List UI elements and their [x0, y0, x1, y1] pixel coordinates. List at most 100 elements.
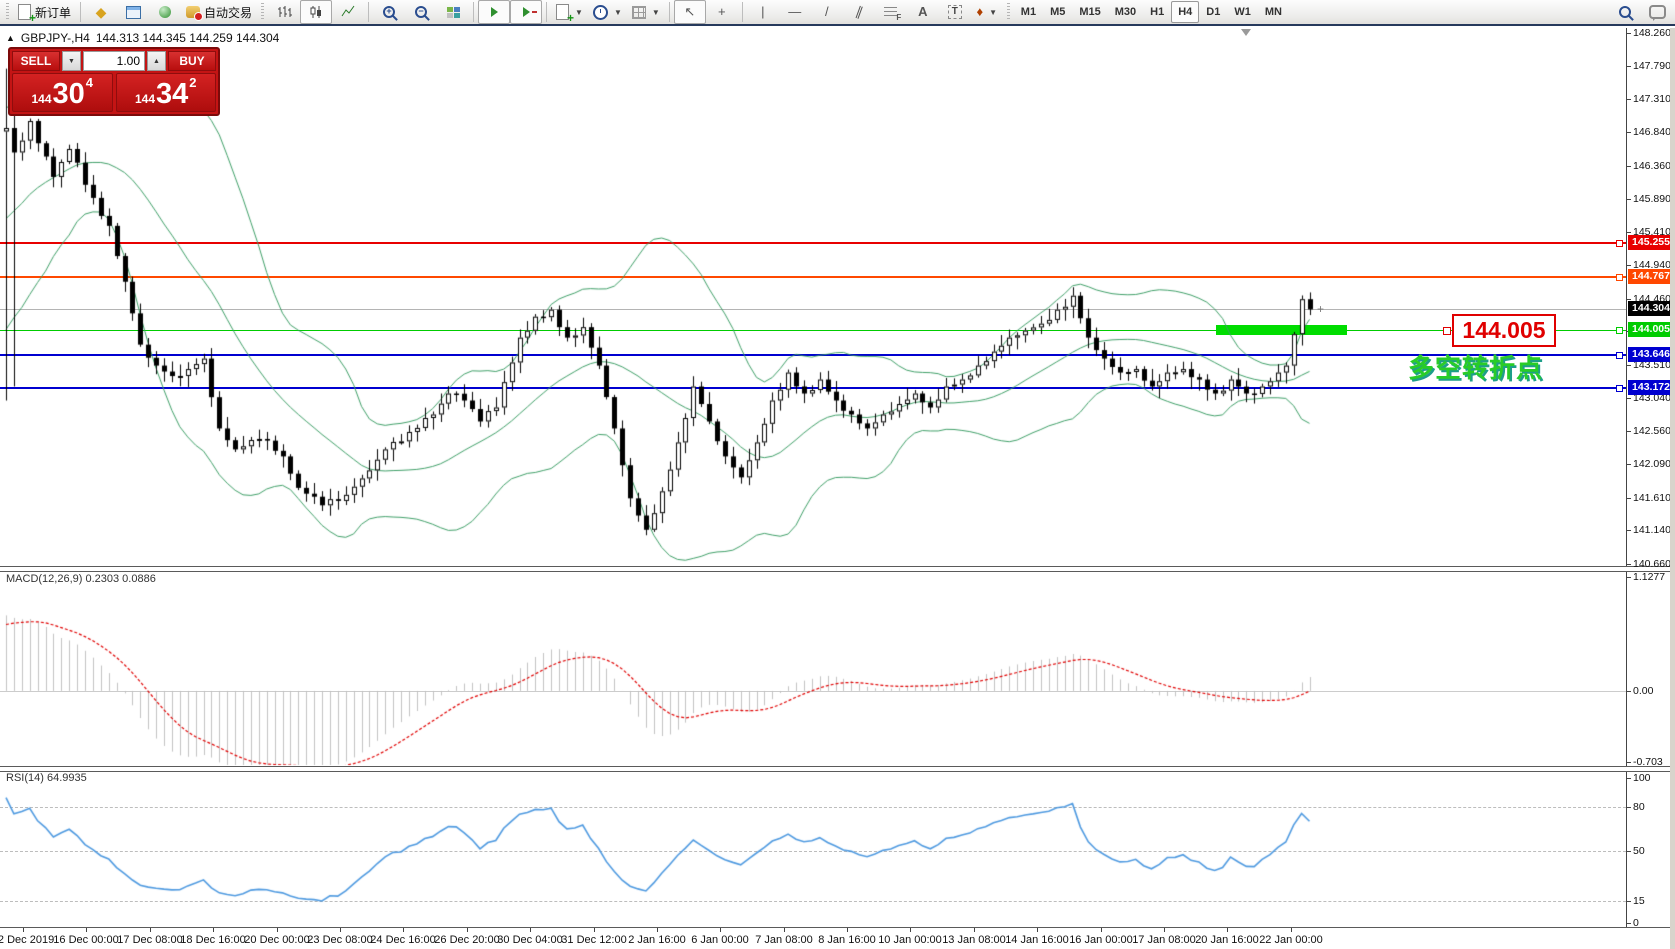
search-button[interactable]: [1609, 0, 1641, 24]
toolbar-separator: [473, 2, 475, 22]
window-edge: [1670, 28, 1675, 949]
buy-button[interactable]: BUY: [168, 51, 216, 71]
crosshair-icon: +: [718, 4, 726, 19]
rsi-label: RSI(14) 64.9935: [6, 772, 87, 784]
buy-price-base: 144: [134, 92, 156, 106]
trendline-button[interactable]: /: [811, 0, 843, 24]
zoom-in-button[interactable]: +: [373, 0, 405, 24]
cursor-button[interactable]: ↖: [673, 0, 706, 24]
buy-price-big: 34: [156, 78, 189, 110]
timeframe-MN[interactable]: MN: [1264, 6, 1282, 18]
arrows-icon: ♦: [976, 4, 984, 19]
volume-down-button[interactable]: ▼: [62, 51, 81, 71]
bar-chart-icon: [277, 6, 292, 17]
tile-windows-button[interactable]: [437, 0, 469, 24]
channel-button[interactable]: ∥: [843, 0, 875, 24]
chart-shift-icon: [522, 7, 537, 17]
toolbar-grip[interactable]: [1006, 3, 1010, 21]
buy-price-pip: 2: [189, 75, 197, 90]
timeframe-group: M1 M5 M15 M30 H1 H4 D1 W1 MN: [1014, 1, 1289, 23]
auto-trading-label: 自动交易: [204, 5, 253, 20]
crosshair-button[interactable]: +: [706, 0, 738, 24]
auto-trading-icon: [186, 6, 204, 21]
sell-price-big: 30: [52, 78, 85, 110]
toolbar-separator: [546, 2, 548, 22]
price-axis-border: [1626, 28, 1627, 928]
market-watch-icon: ◆: [95, 4, 107, 20]
timeframe-W1[interactable]: W1: [1234, 6, 1251, 18]
timeframe-M5[interactable]: M5: [1050, 6, 1066, 18]
chevron-down-icon: ▼: [651, 7, 660, 17]
timeframe-H4[interactable]: H4: [1171, 1, 1200, 23]
data-window-button[interactable]: [117, 0, 149, 24]
chart-shift-marker[interactable]: [1241, 29, 1251, 36]
candlestick-chart-icon: [310, 6, 321, 18]
navigator-icon: [159, 6, 172, 18]
volume-input[interactable]: [83, 51, 145, 71]
fibonacci-button[interactable]: F: [875, 0, 907, 24]
arrows-button[interactable]: ♦ ▼: [971, 0, 1003, 24]
panel-separator-macd[interactable]: [0, 566, 1675, 572]
periods-clock-icon: [592, 4, 608, 20]
turning-point-note[interactable]: 多空转折点: [1408, 353, 1544, 383]
collapse-subwindow-icon[interactable]: ▲: [6, 33, 15, 43]
candlestick-chart-button[interactable]: [300, 0, 333, 24]
chart-title: ▲ GBPJPY-,H4 144.313 144.345 144.259 144…: [6, 31, 279, 45]
market-watch-button[interactable]: ◆: [85, 0, 117, 24]
zoom-in-icon: +: [383, 6, 398, 21]
horizontal-line-icon: —: [788, 4, 802, 19]
horizontal-line-button[interactable]: —: [779, 0, 811, 24]
navigator-button[interactable]: [149, 0, 181, 24]
indicators-button[interactable]: + ▼: [551, 0, 588, 24]
toolbar-grip[interactable]: [261, 3, 265, 21]
chat-button[interactable]: [1641, 0, 1673, 24]
toolbar-separator: [741, 2, 743, 22]
new-order-button[interactable]: + 新订单: [13, 0, 76, 24]
timeframe-D1[interactable]: D1: [1206, 6, 1221, 18]
annotation-anchor[interactable]: [1443, 327, 1451, 335]
line-chart-icon: [341, 5, 354, 17]
auto-scroll-button[interactable]: [478, 0, 511, 24]
volume-up-button[interactable]: ▲: [147, 51, 166, 71]
chevron-down-icon: ▼: [989, 7, 998, 17]
time-axis-border: [0, 927, 1675, 928]
templates-button[interactable]: ▼: [627, 0, 665, 24]
new-order-label: 新订单: [35, 5, 72, 20]
sell-price-base: 144: [31, 92, 52, 106]
periods-button[interactable]: ▼: [588, 0, 627, 24]
bar-chart-button[interactable]: [268, 0, 300, 24]
timeframe-M15[interactable]: M15: [1079, 6, 1101, 18]
vertical-line-button[interactable]: |: [747, 0, 779, 24]
symbol-period-label: GBPJPY-,H4: [20, 31, 90, 45]
text-icon: A: [918, 4, 928, 19]
panel-separator-rsi[interactable]: [0, 766, 1675, 772]
tile-windows-icon: [446, 6, 460, 18]
cursor-icon: ↖: [684, 4, 696, 19]
toolbar-separator: [80, 2, 82, 22]
text-button[interactable]: A: [907, 0, 939, 24]
toolbar-separator: [368, 2, 370, 22]
sell-price-display[interactable]: 144 30 4: [12, 73, 113, 112]
timeframe-M30[interactable]: M30: [1114, 6, 1137, 18]
auto-trading-button[interactable]: 自动交易: [181, 0, 257, 24]
data-window-icon: [125, 5, 141, 19]
fibonacci-icon: F: [884, 6, 901, 22]
ohlc-values: 144.313 144.345 144.259 144.304: [95, 31, 280, 45]
chart-shift-button[interactable]: [510, 0, 543, 24]
toolbar-grip[interactable]: [6, 3, 9, 21]
text-label-icon: T: [947, 5, 962, 19]
vertical-line-icon: |: [761, 4, 765, 19]
line-chart-button[interactable]: [332, 0, 364, 24]
chevron-down-icon: ▼: [613, 7, 622, 17]
buy-price-display[interactable]: 144 34 2: [115, 73, 216, 112]
price-annotation-box[interactable]: 144.005: [1452, 314, 1556, 347]
zoom-out-button[interactable]: −: [405, 0, 437, 24]
one-click-trading-panel: SELL ▼ ▲ BUY 144 30 4 144 34 2: [8, 47, 220, 116]
timeframe-M1[interactable]: M1: [1020, 6, 1037, 18]
timeframe-H1[interactable]: H1: [1150, 6, 1165, 18]
sell-button[interactable]: SELL: [12, 51, 60, 71]
zoom-out-icon: −: [415, 6, 430, 21]
text-label-button[interactable]: T: [939, 0, 971, 24]
